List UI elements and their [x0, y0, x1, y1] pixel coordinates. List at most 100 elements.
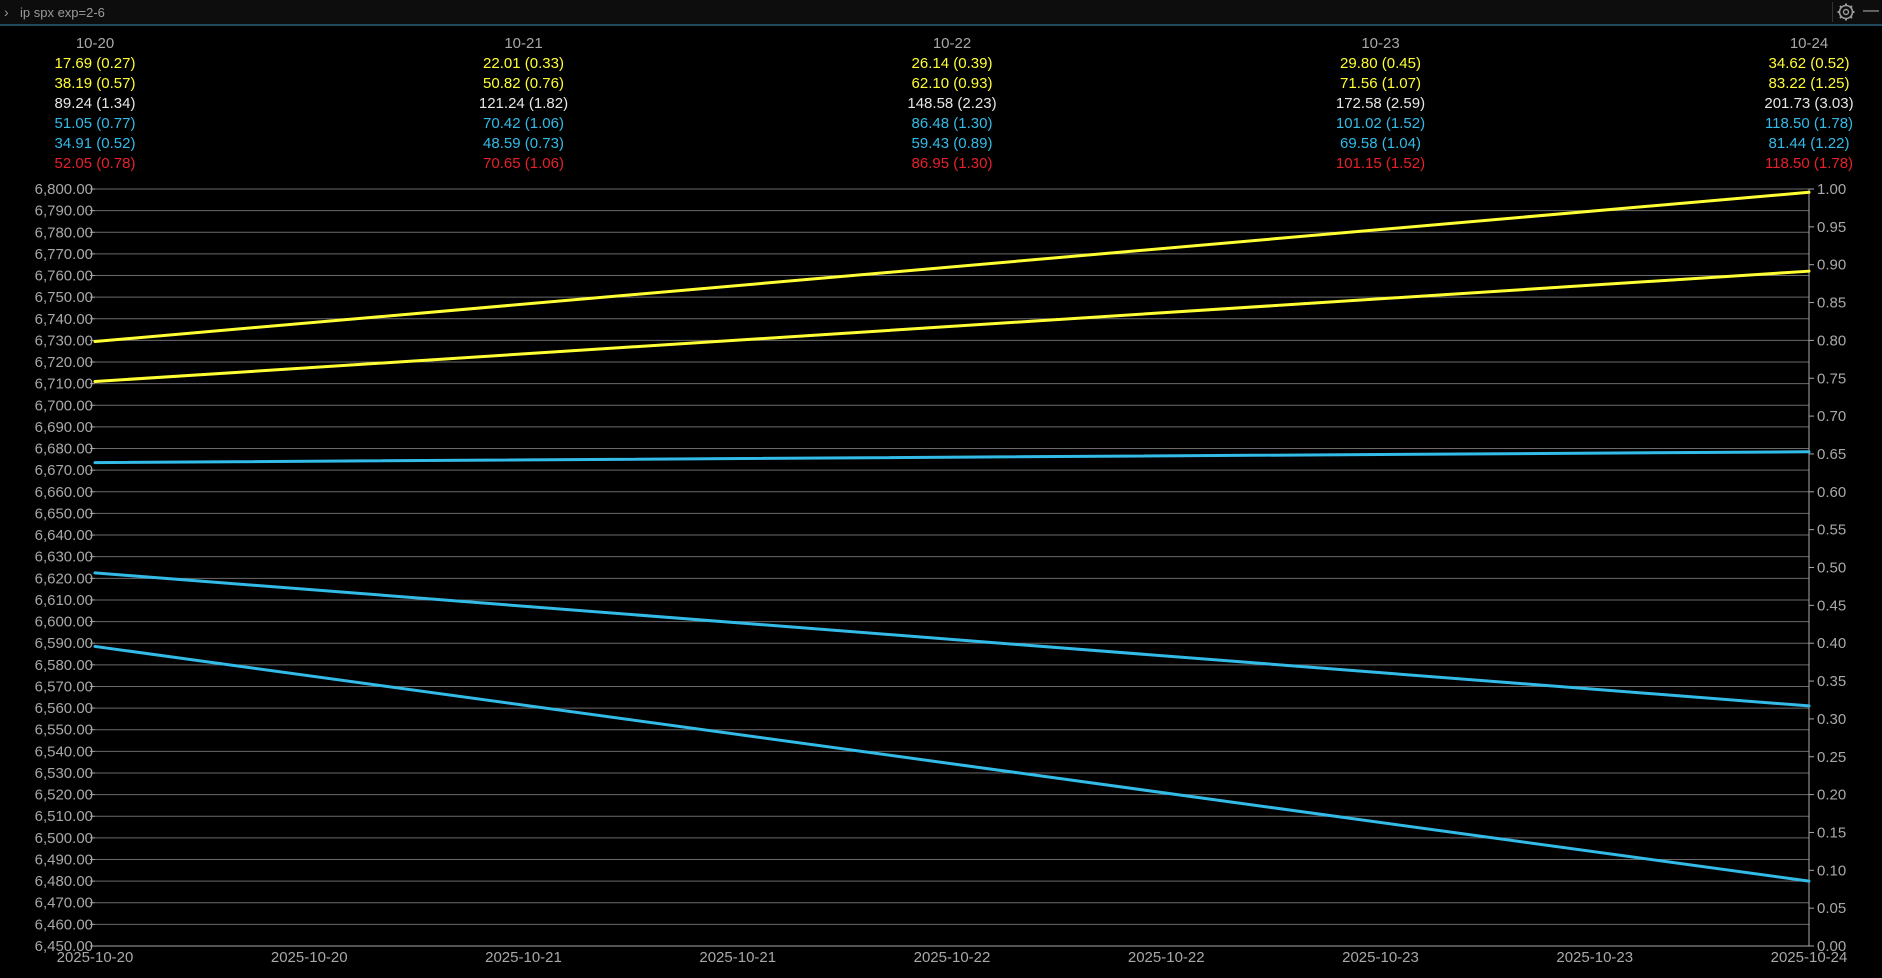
- y-tick-label: 6,460.00: [35, 916, 93, 933]
- header-value: 201.73 (3.03): [1764, 95, 1853, 112]
- y-right-tick-label: 0.80: [1817, 332, 1846, 349]
- chevron-right-icon: ›: [4, 4, 9, 20]
- y-tick-label: 6,570.00: [35, 678, 93, 695]
- y-right-tick-label: 0.10: [1817, 862, 1846, 879]
- header-value: 121.24 (1.82): [479, 95, 568, 112]
- y-right-tick-label: 0.15: [1817, 824, 1846, 841]
- header-value: 172.58 (2.59): [1336, 95, 1425, 112]
- header-value: 22.01 (0.33): [483, 55, 564, 72]
- x-tick-label: 2025-10-21: [485, 949, 562, 966]
- y-tick-label: 6,540.00: [35, 743, 93, 760]
- y-right-tick-label: 0.50: [1817, 560, 1846, 577]
- series-line: [93, 571, 1811, 708]
- y-right-tick-label: 0.65: [1817, 446, 1846, 463]
- y-tick-label: 6,700.00: [35, 397, 93, 414]
- y-right-tick-label: 0.30: [1817, 711, 1846, 728]
- y-tick-label: 6,740.00: [35, 311, 93, 328]
- header-value: 86.95 (1.30): [912, 155, 993, 172]
- gear-icon[interactable]: [1836, 2, 1856, 22]
- y-tick-label: 6,730.00: [35, 332, 93, 349]
- y-right-tick-label: 0.45: [1817, 597, 1846, 614]
- y-tick-label: 6,620.00: [35, 570, 93, 587]
- y-tick-label: 6,610.00: [35, 592, 93, 609]
- y-right-tick-label: 0.95: [1817, 219, 1846, 236]
- x-tick-label: 2025-10-24: [1771, 949, 1848, 966]
- y-right-tick-label: 0.75: [1817, 370, 1846, 387]
- header-value: 29.80 (0.45): [1340, 55, 1421, 72]
- minimize-icon[interactable]: —: [1863, 2, 1879, 19]
- header-value: 86.48 (1.30): [912, 115, 993, 132]
- y-right-tick-label: 0.05: [1817, 900, 1846, 917]
- chart-area: 10-20 17.69 (0.27) 38.19 (0.57) 89.24 (1.34…: [35, 35, 1854, 966]
- y-tick-label: 6,750.00: [35, 289, 93, 306]
- series-line: [93, 450, 1811, 465]
- y-tick-label: 6,480.00: [35, 873, 93, 890]
- y-axis-left: 6,450.00 6,460.00 6,470.00 6,480.00 6,490.00…: [35, 181, 95, 955]
- y-tick-label: 6,560.00: [35, 700, 93, 717]
- y-tick-label: 6,450.00: [35, 938, 93, 955]
- y-tick-label: 6,710.00: [35, 376, 93, 393]
- x-tick-label: 2025-10-23: [1342, 949, 1419, 966]
- header-value: 101.15 (1.52): [1336, 155, 1425, 172]
- y-tick-label: 6,590.00: [35, 635, 93, 652]
- header-value: 89.24 (1.34): [55, 95, 136, 112]
- header-date: 10-24: [1790, 35, 1828, 52]
- y-right-tick-label: 0.70: [1817, 408, 1846, 425]
- header-date: 10-21: [504, 35, 542, 52]
- y-tick-label: 6,580.00: [35, 657, 93, 674]
- y-axis-right: 0.00 0.05 0.10 0.15 0.20 0.25 0.30 0.35 0.40 0.45…: [1808, 181, 1846, 955]
- header-value: 17.69 (0.27): [55, 55, 136, 72]
- y-tick-label: 6,760.00: [35, 268, 93, 285]
- y-tick-label: 6,770.00: [35, 246, 93, 263]
- y-tick-label: 6,510.00: [35, 808, 93, 825]
- y-right-tick-label: 0.40: [1817, 635, 1846, 652]
- y-tick-label: 6,790.00: [35, 203, 93, 220]
- y-tick-label: 6,490.00: [35, 851, 93, 868]
- y-tick-label: 6,670.00: [35, 462, 93, 479]
- header-value: 59.43 (0.89): [912, 135, 993, 152]
- y-tick-label: 6,530.00: [35, 765, 93, 782]
- y-tick-label: 6,630.00: [35, 549, 93, 566]
- header-value: 50.82 (0.76): [483, 75, 564, 92]
- header-value: 83.22 (1.25): [1769, 75, 1850, 92]
- header-value: 81.44 (1.22): [1769, 135, 1850, 152]
- header-value: 70.42 (1.06): [483, 115, 564, 132]
- series-line: [93, 190, 1811, 343]
- x-tick-label: 2025-10-20: [57, 949, 134, 966]
- y-tick-label: 6,500.00: [35, 830, 93, 847]
- header-value: 148.58 (2.23): [907, 95, 996, 112]
- header-value: 34.62 (0.52): [1769, 55, 1850, 72]
- header-values: 10-20 17.69 (0.27) 38.19 (0.57) 89.24 (1.34…: [55, 35, 1854, 172]
- y-tick-label: 6,520.00: [35, 787, 93, 804]
- y-right-tick-label: 0.55: [1817, 522, 1846, 539]
- x-axis: 2025-10-20 2025-10-20 2025-10-21 2025-10-21…: [57, 945, 1848, 966]
- y-tick-label: 6,640.00: [35, 527, 93, 544]
- header-date: 10-20: [76, 35, 114, 52]
- header-value: 101.02 (1.52): [1336, 115, 1425, 132]
- y-tick-label: 6,660.00: [35, 484, 93, 501]
- header-date: 10-23: [1361, 35, 1399, 52]
- header-value: 118.50 (1.78): [1765, 115, 1853, 132]
- y-tick-label: 6,780.00: [35, 224, 93, 241]
- series-lines: [93, 190, 1811, 883]
- header-value: 118.50 (1.78): [1765, 155, 1853, 172]
- divider: [1832, 2, 1833, 22]
- header-value: 34.91 (0.52): [55, 135, 136, 152]
- x-tick-label: 2025-10-23: [1556, 949, 1633, 966]
- y-right-tick-label: 0.20: [1817, 787, 1846, 804]
- y-tick-label: 6,680.00: [35, 441, 93, 458]
- header-value: 69.58 (1.04): [1340, 135, 1421, 152]
- y-tick-label: 6,600.00: [35, 614, 93, 631]
- header-value: 48.59 (0.73): [483, 135, 564, 152]
- y-tick-label: 6,800.00: [35, 181, 93, 198]
- header-value: 26.14 (0.39): [912, 55, 993, 72]
- y-tick-label: 6,550.00: [35, 722, 93, 739]
- header-value: 71.56 (1.07): [1340, 75, 1421, 92]
- header-value: 51.05 (0.77): [55, 115, 136, 132]
- header-date: 10-22: [933, 35, 971, 52]
- y-right-tick-label: 0.85: [1817, 295, 1846, 312]
- x-tick-label: 2025-10-20: [271, 949, 348, 966]
- x-tick-label: 2025-10-21: [699, 949, 776, 966]
- command-input[interactable]: [20, 2, 1830, 22]
- y-right-tick-label: 0.60: [1817, 484, 1846, 501]
